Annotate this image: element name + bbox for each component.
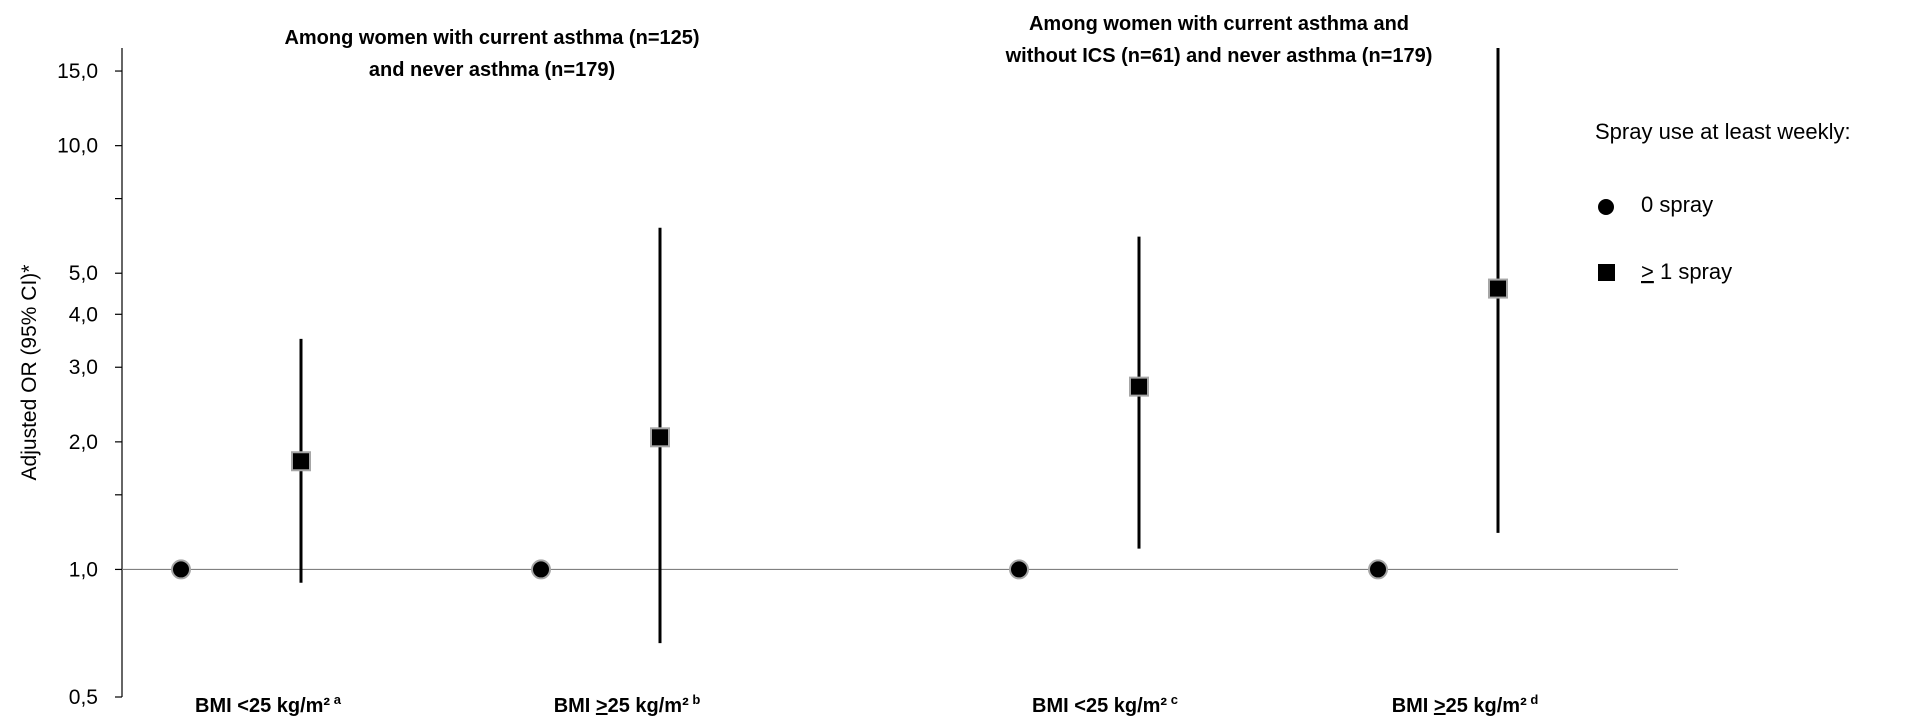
y-tick-label: 0,5 bbox=[69, 686, 98, 709]
or-point-circle bbox=[1009, 559, 1029, 580]
or-point-square bbox=[291, 451, 311, 472]
or-point-square bbox=[1129, 376, 1149, 397]
panel-title-line: Among women with current asthma (n=125) bbox=[284, 27, 699, 49]
category-label-prefix: BMI bbox=[195, 695, 237, 716]
or-point-square bbox=[1488, 278, 1508, 299]
legend-label-symbol: > bbox=[1641, 259, 1654, 284]
or-point-circle bbox=[171, 559, 191, 580]
legend-item-label: > 1 spray bbox=[1641, 259, 1732, 284]
y-axis-title: Adjusted OR (95% CI)* bbox=[18, 265, 41, 481]
panel-title-line: Among women with current asthma and bbox=[1029, 13, 1409, 35]
category-label: BMI <25 kg/m² a bbox=[195, 692, 342, 716]
legend: Spray use at least weekly: 0 spray > 1 spr… bbox=[1595, 119, 1851, 284]
category-label-prefix: BMI bbox=[554, 695, 596, 716]
legend-item-label: 0 spray bbox=[1641, 192, 1713, 217]
ci-bars bbox=[299, 48, 1500, 644]
y-tick-label: 5,0 bbox=[69, 262, 98, 285]
y-tick-label: 2,0 bbox=[69, 431, 98, 454]
category-label-text: 25 kg/m² bbox=[1446, 695, 1527, 716]
legend-label-text: 1 spray bbox=[1654, 259, 1732, 284]
y-tick-label: 15,0 bbox=[57, 60, 98, 83]
y-tick-label: 1,0 bbox=[69, 558, 98, 581]
legend-square-marker bbox=[1598, 264, 1615, 281]
category-label: BMI <25 kg/m² c bbox=[1032, 692, 1178, 716]
y-tick-label: 4,0 bbox=[69, 303, 98, 326]
data-markers bbox=[171, 278, 1508, 580]
panel-title-line: without ICS (n=61) and never asthma (n=1… bbox=[1005, 45, 1433, 67]
category-label-symbol: > bbox=[596, 695, 608, 716]
category-label-prefix: BMI bbox=[1032, 695, 1074, 716]
category-label-text: <25 kg/m² bbox=[237, 695, 330, 716]
category-label: BMI >25 kg/m² b bbox=[554, 692, 701, 716]
y-tick-label: 3,0 bbox=[69, 356, 98, 379]
category-label-superscript: d bbox=[1527, 692, 1539, 707]
or-point-circle bbox=[531, 559, 551, 580]
category-label-superscript: a bbox=[330, 692, 342, 707]
legend-label-text: 0 spray bbox=[1641, 192, 1713, 217]
panel-title-line: and never asthma (n=179) bbox=[369, 59, 615, 81]
y-tick-label: 10,0 bbox=[57, 135, 98, 158]
chart-text: Among women with current asthma (n=125) a… bbox=[195, 13, 1538, 716]
y-axis: 0,5 1,0 2,0 3,0 4,0 5,0 10,0 15,0 Adjusted OR (9… bbox=[18, 48, 123, 709]
category-label: BMI >25 kg/m² d bbox=[1392, 692, 1539, 716]
or-point-circle bbox=[1368, 559, 1388, 580]
category-label-symbol: > bbox=[1434, 695, 1446, 716]
category-label-superscript: b bbox=[689, 692, 701, 707]
category-label-superscript: c bbox=[1167, 692, 1178, 707]
legend-circle-marker bbox=[1598, 199, 1614, 215]
category-label-text: 25 kg/m² bbox=[608, 695, 689, 716]
category-label-text: <25 kg/m² bbox=[1074, 695, 1167, 716]
or-point-square bbox=[650, 427, 670, 448]
category-label-prefix: BMI bbox=[1392, 695, 1434, 716]
legend-title: Spray use at least weekly: bbox=[1595, 119, 1851, 144]
